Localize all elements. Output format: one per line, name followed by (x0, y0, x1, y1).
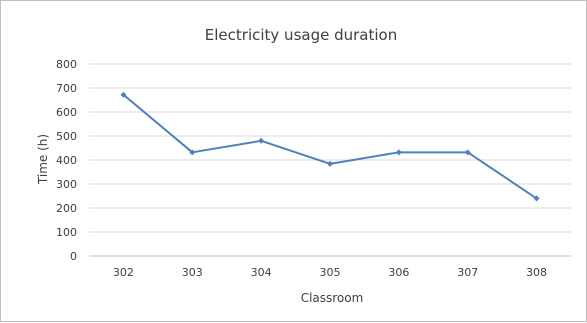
y-tick-labels: 0 100 200 300 400 500 600 700 800 (56, 58, 77, 263)
series-layer (120, 91, 540, 202)
x-tick-label: 308 (526, 266, 547, 279)
data-point (258, 137, 265, 144)
gridlines (89, 63, 571, 257)
x-tick-label: 302 (113, 266, 134, 279)
y-tick-label: 100 (56, 226, 77, 239)
data-point (395, 149, 402, 156)
y-tick-label: 800 (56, 58, 77, 71)
y-tick-label: 600 (56, 106, 77, 119)
y-axis-title: Time (h) (36, 134, 50, 185)
chart-title: Electricity usage duration (205, 26, 397, 44)
y-tick-label: 400 (56, 154, 77, 167)
y-tick-label: 500 (56, 130, 77, 143)
y-tick-label: 300 (56, 178, 77, 191)
data-point (189, 149, 196, 156)
data-point (533, 195, 540, 202)
x-tick-label: 304 (251, 266, 272, 279)
series-line (122, 93, 538, 200)
y-tick-label: 700 (56, 82, 77, 95)
y-tick-label: 0 (70, 250, 77, 263)
data-point (327, 160, 333, 167)
x-axis-title: Classroom (301, 291, 364, 305)
x-tick-labels: 302 303 304 305 306 307 308 (113, 266, 547, 279)
x-tick-label: 306 (388, 266, 409, 279)
x-tick-label: 305 (320, 266, 341, 279)
x-tick-label: 303 (182, 266, 203, 279)
y-tick-label: 200 (56, 202, 77, 215)
data-point (464, 149, 471, 156)
data-point (120, 91, 127, 98)
x-tick-label: 307 (457, 266, 478, 279)
